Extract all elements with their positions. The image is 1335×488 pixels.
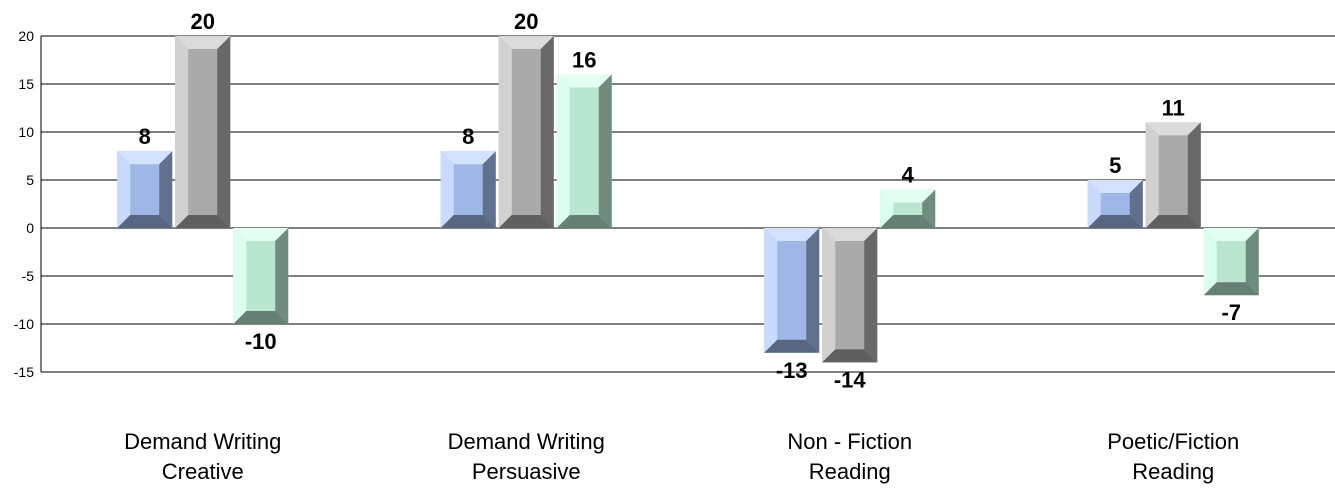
y-tick-label: 15 bbox=[18, 76, 34, 92]
bar bbox=[556, 74, 612, 229]
category-label: Reading bbox=[1132, 459, 1214, 484]
y-tick-label: 20 bbox=[18, 28, 34, 44]
bar bbox=[764, 228, 820, 353]
bar-bevel-top bbox=[556, 74, 612, 88]
bar-bevel-top bbox=[1145, 122, 1201, 136]
bar-bevel-left bbox=[1087, 180, 1101, 228]
bar-bevel-left bbox=[822, 228, 836, 363]
data-label: -13 bbox=[776, 358, 808, 383]
bar-bevel-right bbox=[217, 36, 231, 228]
bar-bevel-left bbox=[175, 36, 189, 228]
bar-bevel-bottom bbox=[822, 349, 878, 363]
category-label: Demand Writing bbox=[448, 429, 605, 454]
bar-bevel-top bbox=[117, 151, 173, 165]
bar-bevel-right bbox=[275, 228, 289, 324]
data-label: 11 bbox=[1162, 95, 1185, 120]
y-tick-label: -10 bbox=[14, 316, 34, 332]
bar-bevel-bottom bbox=[440, 215, 496, 228]
y-tick-label: 5 bbox=[26, 172, 34, 188]
bar-bevel-bottom bbox=[880, 215, 936, 228]
bar-bevel-top bbox=[233, 228, 289, 241]
y-tick-label: 10 bbox=[18, 124, 34, 140]
y-tick-label: -5 bbox=[22, 268, 35, 284]
bar-bevel-bottom bbox=[233, 311, 289, 324]
bar bbox=[1145, 122, 1201, 228]
axes: 20 15 10 5 0 -5 -10 -15 bbox=[14, 28, 42, 380]
bar-bevel-left bbox=[233, 228, 247, 324]
bar-bevel-bottom bbox=[764, 339, 820, 353]
bar-bevel-top bbox=[498, 36, 554, 49]
category-label: Poetic/Fiction bbox=[1107, 429, 1239, 454]
bar-bevel-left bbox=[764, 228, 778, 353]
bar-bevel-top bbox=[440, 151, 496, 165]
category-label: Reading bbox=[809, 459, 891, 484]
bar-bevel-right bbox=[806, 228, 820, 353]
bar-bevel-right bbox=[1129, 180, 1143, 228]
bar bbox=[440, 151, 496, 228]
data-label: 4 bbox=[902, 163, 915, 188]
bar bbox=[175, 36, 231, 228]
bar-bevel-bottom bbox=[1203, 282, 1259, 296]
bar-bevel-right bbox=[540, 36, 554, 228]
bar bbox=[1087, 180, 1143, 228]
data-labels: 8 20 -10 8 20 16 -13 -14 4 5 11 -7 bbox=[139, 9, 1241, 392]
data-label: -7 bbox=[1221, 300, 1241, 325]
y-tick-label: -15 bbox=[14, 364, 34, 380]
bar-bevel-top bbox=[175, 36, 231, 49]
bar-bevel-right bbox=[159, 151, 173, 228]
bar-bevel-left bbox=[440, 151, 454, 228]
bar bbox=[1203, 228, 1259, 296]
bar-bevel-top bbox=[1203, 228, 1259, 241]
bars bbox=[117, 36, 1259, 363]
bar bbox=[822, 228, 878, 363]
data-label: -14 bbox=[834, 367, 867, 392]
bar-bevel-bottom bbox=[556, 215, 612, 228]
bar-bevel-top bbox=[880, 189, 936, 203]
bar-bevel-left bbox=[880, 189, 894, 228]
data-label: 20 bbox=[514, 9, 538, 34]
bar-bevel-right bbox=[1187, 122, 1201, 228]
y-tick-label: 0 bbox=[26, 220, 34, 236]
bar-bevel-top bbox=[764, 228, 820, 241]
bar-bevel-left bbox=[117, 151, 131, 228]
bar bbox=[117, 151, 173, 228]
data-label: 16 bbox=[572, 47, 596, 72]
data-label: 5 bbox=[1109, 153, 1121, 178]
bar-bevel-left bbox=[1145, 122, 1159, 228]
bar-bevel-top bbox=[1087, 180, 1143, 193]
bar-bevel-left bbox=[1203, 228, 1217, 296]
category-labels: Demand Writing Creative Demand Writing Pers… bbox=[124, 429, 1239, 484]
bar-bevel-right bbox=[922, 189, 936, 228]
category-label: Persuasive bbox=[472, 459, 581, 484]
bar-bevel-right bbox=[1245, 228, 1259, 296]
category-label: Demand Writing bbox=[124, 429, 281, 454]
data-label: -10 bbox=[245, 329, 277, 354]
bar-bevel-right bbox=[598, 74, 612, 229]
bar-bevel-right bbox=[482, 151, 496, 228]
category-label: Creative bbox=[162, 459, 244, 484]
bar-bevel-right bbox=[864, 228, 878, 363]
bar-bevel-bottom bbox=[498, 215, 554, 228]
bar-bevel-left bbox=[556, 74, 570, 229]
bar bbox=[880, 189, 936, 228]
bar bbox=[498, 36, 554, 228]
bar-bevel-top bbox=[822, 228, 878, 241]
bar-bevel-bottom bbox=[1145, 215, 1201, 228]
category-label: Non - Fiction bbox=[787, 429, 912, 454]
data-label: 8 bbox=[139, 124, 151, 149]
bar-bevel-left bbox=[498, 36, 512, 228]
bar-bevel-bottom bbox=[1087, 215, 1143, 228]
data-label: 8 bbox=[462, 124, 474, 149]
data-label: 20 bbox=[191, 9, 215, 34]
bar-bevel-bottom bbox=[175, 215, 231, 228]
bar-bevel-bottom bbox=[117, 215, 173, 228]
bar bbox=[233, 228, 289, 324]
